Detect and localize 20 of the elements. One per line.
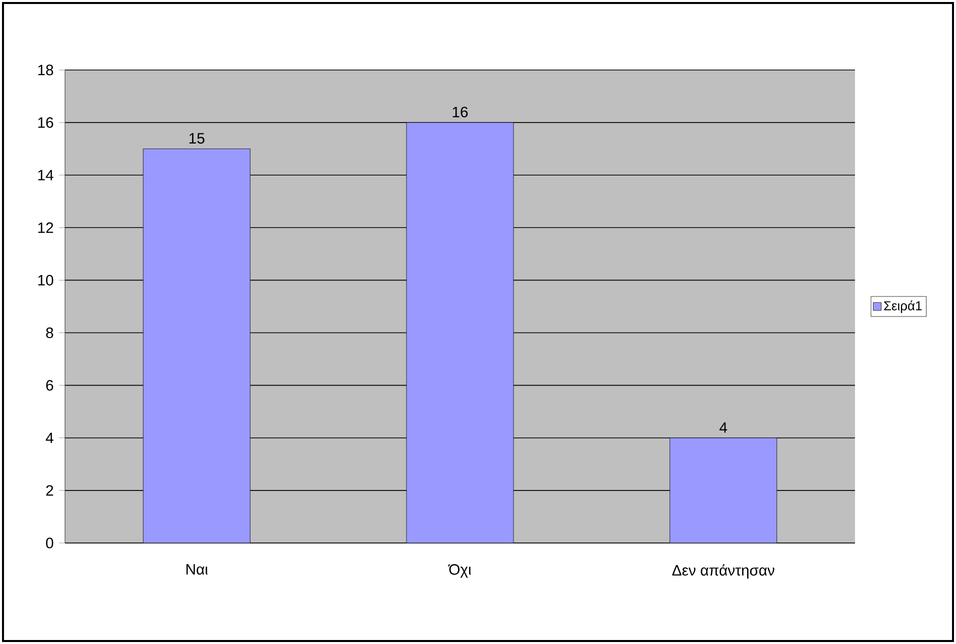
y-tick-label: 10 bbox=[38, 274, 54, 286]
x-tick-label: Ναι bbox=[186, 564, 208, 575]
y-tick-label: 0 bbox=[46, 538, 54, 548]
data-label: 16 bbox=[452, 106, 468, 118]
bar bbox=[406, 122, 514, 543]
y-tick-label: 6 bbox=[46, 380, 54, 391]
y-tick-label: 16 bbox=[38, 117, 54, 128]
y-tick-label: 4 bbox=[46, 432, 54, 444]
y-tick-label: 14 bbox=[38, 170, 54, 180]
y-tick-label: 12 bbox=[38, 222, 54, 233]
x-tick-label: Δεν απάντησαν bbox=[672, 564, 774, 579]
y-tick-label: 18 bbox=[38, 64, 54, 76]
data-label: 15 bbox=[189, 133, 204, 144]
bar bbox=[670, 438, 778, 543]
y-tick-label: 8 bbox=[46, 327, 54, 338]
x-tick-label: Όχι bbox=[448, 564, 471, 578]
bar bbox=[143, 148, 250, 543]
y-tick-label: 2 bbox=[46, 485, 54, 496]
legend-label: Σειρά1 bbox=[884, 300, 922, 313]
data-label: 4 bbox=[720, 422, 728, 433]
